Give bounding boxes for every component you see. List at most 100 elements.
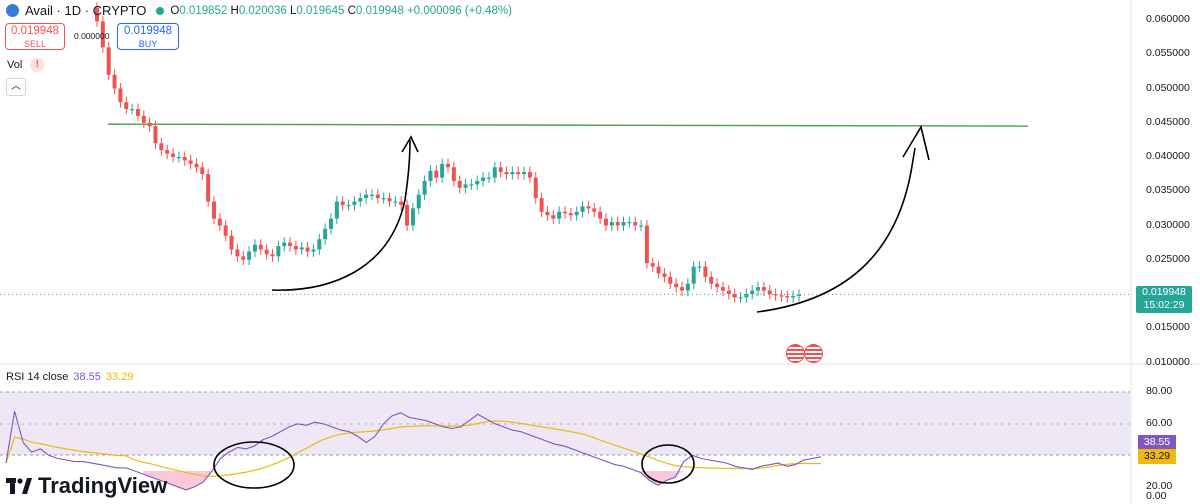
candle-body [264, 249, 269, 255]
candle-body [334, 201, 339, 219]
price-tick-label: 0.055000 [1146, 47, 1190, 60]
candle-body [223, 225, 228, 236]
avail-logo-icon [6, 4, 19, 17]
rsi-line [5, 410, 822, 491]
rsi-panel-plot [5, 410, 822, 491]
candle-body [516, 172, 521, 175]
candle-body [615, 222, 620, 226]
annotation-arrowhead-right [902, 124, 930, 161]
candle-body [592, 208, 597, 212]
candle-body [323, 228, 328, 240]
price-tick-label: 0.030000 [1146, 218, 1190, 231]
resistance-line [107, 123, 1029, 127]
candle-body [715, 283, 720, 288]
candle-body [428, 170, 433, 181]
candle-body [709, 276, 714, 284]
candle-body [586, 206, 591, 209]
candle-body [194, 163, 199, 168]
candle-body [252, 244, 257, 252]
price-tick-label: 0.060000 [1146, 13, 1190, 25]
candle-body [481, 177, 486, 181]
sell-button[interactable]: 0.019948 SELL [5, 23, 65, 50]
candle-body [574, 211, 579, 216]
us-flag-event-icon[interactable] [804, 344, 823, 363]
candle-body [159, 143, 164, 151]
rsi-legend[interactable]: RSI 14 close 38.55 33.29 [6, 371, 134, 383]
candle-body [346, 204, 351, 207]
candle-body [457, 180, 462, 188]
candle-body [352, 201, 357, 205]
candle-body [440, 163, 445, 178]
candle-body [106, 47, 111, 75]
candle-body [364, 194, 369, 199]
candle-body [153, 126, 158, 144]
candle-body [621, 222, 626, 226]
candle-body [422, 180, 427, 195]
candle-body [217, 218, 222, 226]
candle-body [697, 266, 702, 268]
tradingview-logo[interactable]: TradingView [6, 473, 167, 499]
candle-body [212, 201, 216, 219]
candle-body [785, 296, 790, 298]
annotation-circle [641, 444, 695, 484]
candle-body [726, 290, 731, 294]
candle-body [644, 225, 649, 264]
candle-body [393, 201, 398, 203]
candle-body [551, 215, 556, 219]
price-tick-label: 0.040000 [1146, 150, 1190, 162]
candle-body [276, 246, 281, 257]
us-flag-event-icon[interactable] [786, 344, 805, 363]
warning-icon[interactable]: ! [30, 58, 45, 72]
candle-body [668, 276, 673, 284]
candle-body [165, 150, 170, 154]
candle-body [416, 194, 421, 209]
candle-body [135, 109, 140, 116]
annotation-arrow-left [271, 139, 411, 291]
candle-body [358, 198, 363, 202]
candle-body [761, 287, 766, 291]
candle-body [206, 174, 211, 202]
candle-body [557, 211, 562, 219]
candle-body [340, 201, 345, 205]
candle-body [580, 206, 585, 212]
candle-body [241, 256, 246, 260]
candle-body [112, 74, 117, 89]
annotation-arrowhead-left [401, 135, 419, 153]
candle-body [738, 297, 743, 299]
candle-body [299, 247, 304, 250]
symbol-title[interactable]: Avail · 1D · CRYPTO [25, 3, 147, 18]
volume-indicator[interactable]: Vol ! [7, 58, 45, 72]
candle-body [603, 218, 608, 226]
candle-body [282, 242, 287, 247]
candle-body [486, 177, 491, 179]
candle-body [539, 198, 544, 212]
candle-body [691, 266, 696, 284]
candle-body [381, 198, 386, 200]
candle-body [200, 167, 205, 175]
buy-button[interactable]: 0.019948 BUY [117, 23, 179, 50]
candle-body [662, 273, 667, 277]
candle-body [767, 290, 772, 294]
candle-body [171, 153, 176, 157]
candle-body [311, 249, 316, 252]
candle-body [288, 242, 293, 247]
candle-body [147, 122, 152, 127]
candle-body [791, 296, 796, 298]
candle-body [141, 115, 146, 123]
spread-value: 0.000000 [74, 31, 110, 41]
candle-body [680, 287, 684, 291]
price-tick-label: 0.025000 [1146, 252, 1190, 265]
chevron-up-icon[interactable]: ︿ [6, 78, 26, 96]
candle-body [258, 244, 263, 250]
candle-body [375, 194, 380, 199]
candle-body [639, 225, 644, 227]
candle-body [229, 235, 234, 250]
candle-body [182, 157, 187, 161]
candle-body [293, 246, 298, 250]
candle-body [446, 163, 450, 168]
candle-body [732, 294, 737, 298]
candle-body [100, 21, 105, 48]
price-tick-label: 0.035000 [1146, 184, 1190, 197]
